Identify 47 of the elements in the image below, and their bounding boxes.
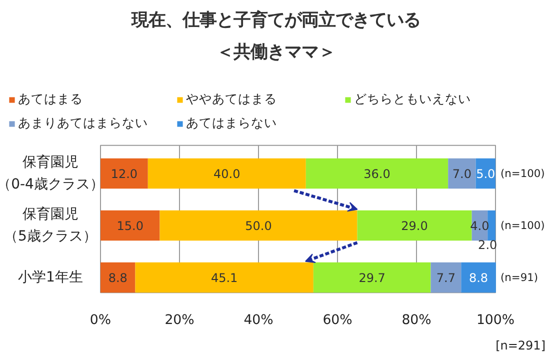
data-label: 12.0 [110,167,138,181]
bar [148,158,306,189]
data-label: 15.0 [116,219,144,233]
data-label: 8.8 [108,271,128,285]
legend-label: どちらともいえない [354,91,472,108]
bar [306,158,448,189]
x-tick-label: 0% [90,313,112,328]
data-label: 7.7 [436,271,456,285]
chart-title: 現在、仕事と子育てが両立できている [130,10,420,30]
data-label: 36.0 [364,167,390,181]
bar [135,262,314,293]
data-label: 5.0 [476,167,496,181]
legend-label: ややあてはまる [186,91,278,108]
x-tick-label: 20% [164,313,194,328]
bar [100,210,160,241]
bar [430,262,462,293]
text: (n=100) [500,167,545,180]
data-label: 8.8 [468,271,488,285]
bar [461,262,496,293]
x-tick-label: 60% [322,313,352,328]
x-tick-label: 40% [244,313,274,328]
x-tick-label: 100% [476,313,515,328]
legend-label: あまりあてはまらない [18,115,149,132]
text: (n=100) [500,219,545,232]
data-label: 7.0 [452,167,472,181]
bar [448,158,476,189]
bar [100,158,148,189]
data-label: 40.0 [214,167,240,181]
y-tick-label: 小学1年生 [18,270,83,286]
y-tick-label: 保育園児（0-4歳クラス） [0,154,104,192]
bar [488,210,496,241]
data-label: 29.0 [401,219,428,233]
chart-subtitle: ＜共働きママ＞ [216,42,336,62]
x-tick-label: 80% [402,313,432,328]
bar [100,262,136,293]
legend-label: あてはまらない [186,115,278,132]
bar [313,262,431,293]
bar [160,210,358,241]
text: [n=291] [496,338,546,352]
y-tick-label: 保育園児（5歳クラス） [4,206,97,244]
data-label: 45.1 [210,271,238,285]
data-label: 50.0 [245,219,272,233]
legend-label: あてはまる [18,91,84,108]
bar [357,210,472,241]
data-label: 29.7 [358,271,386,285]
text: (n=91) [500,271,538,284]
data-label: 2.0 [478,238,498,252]
